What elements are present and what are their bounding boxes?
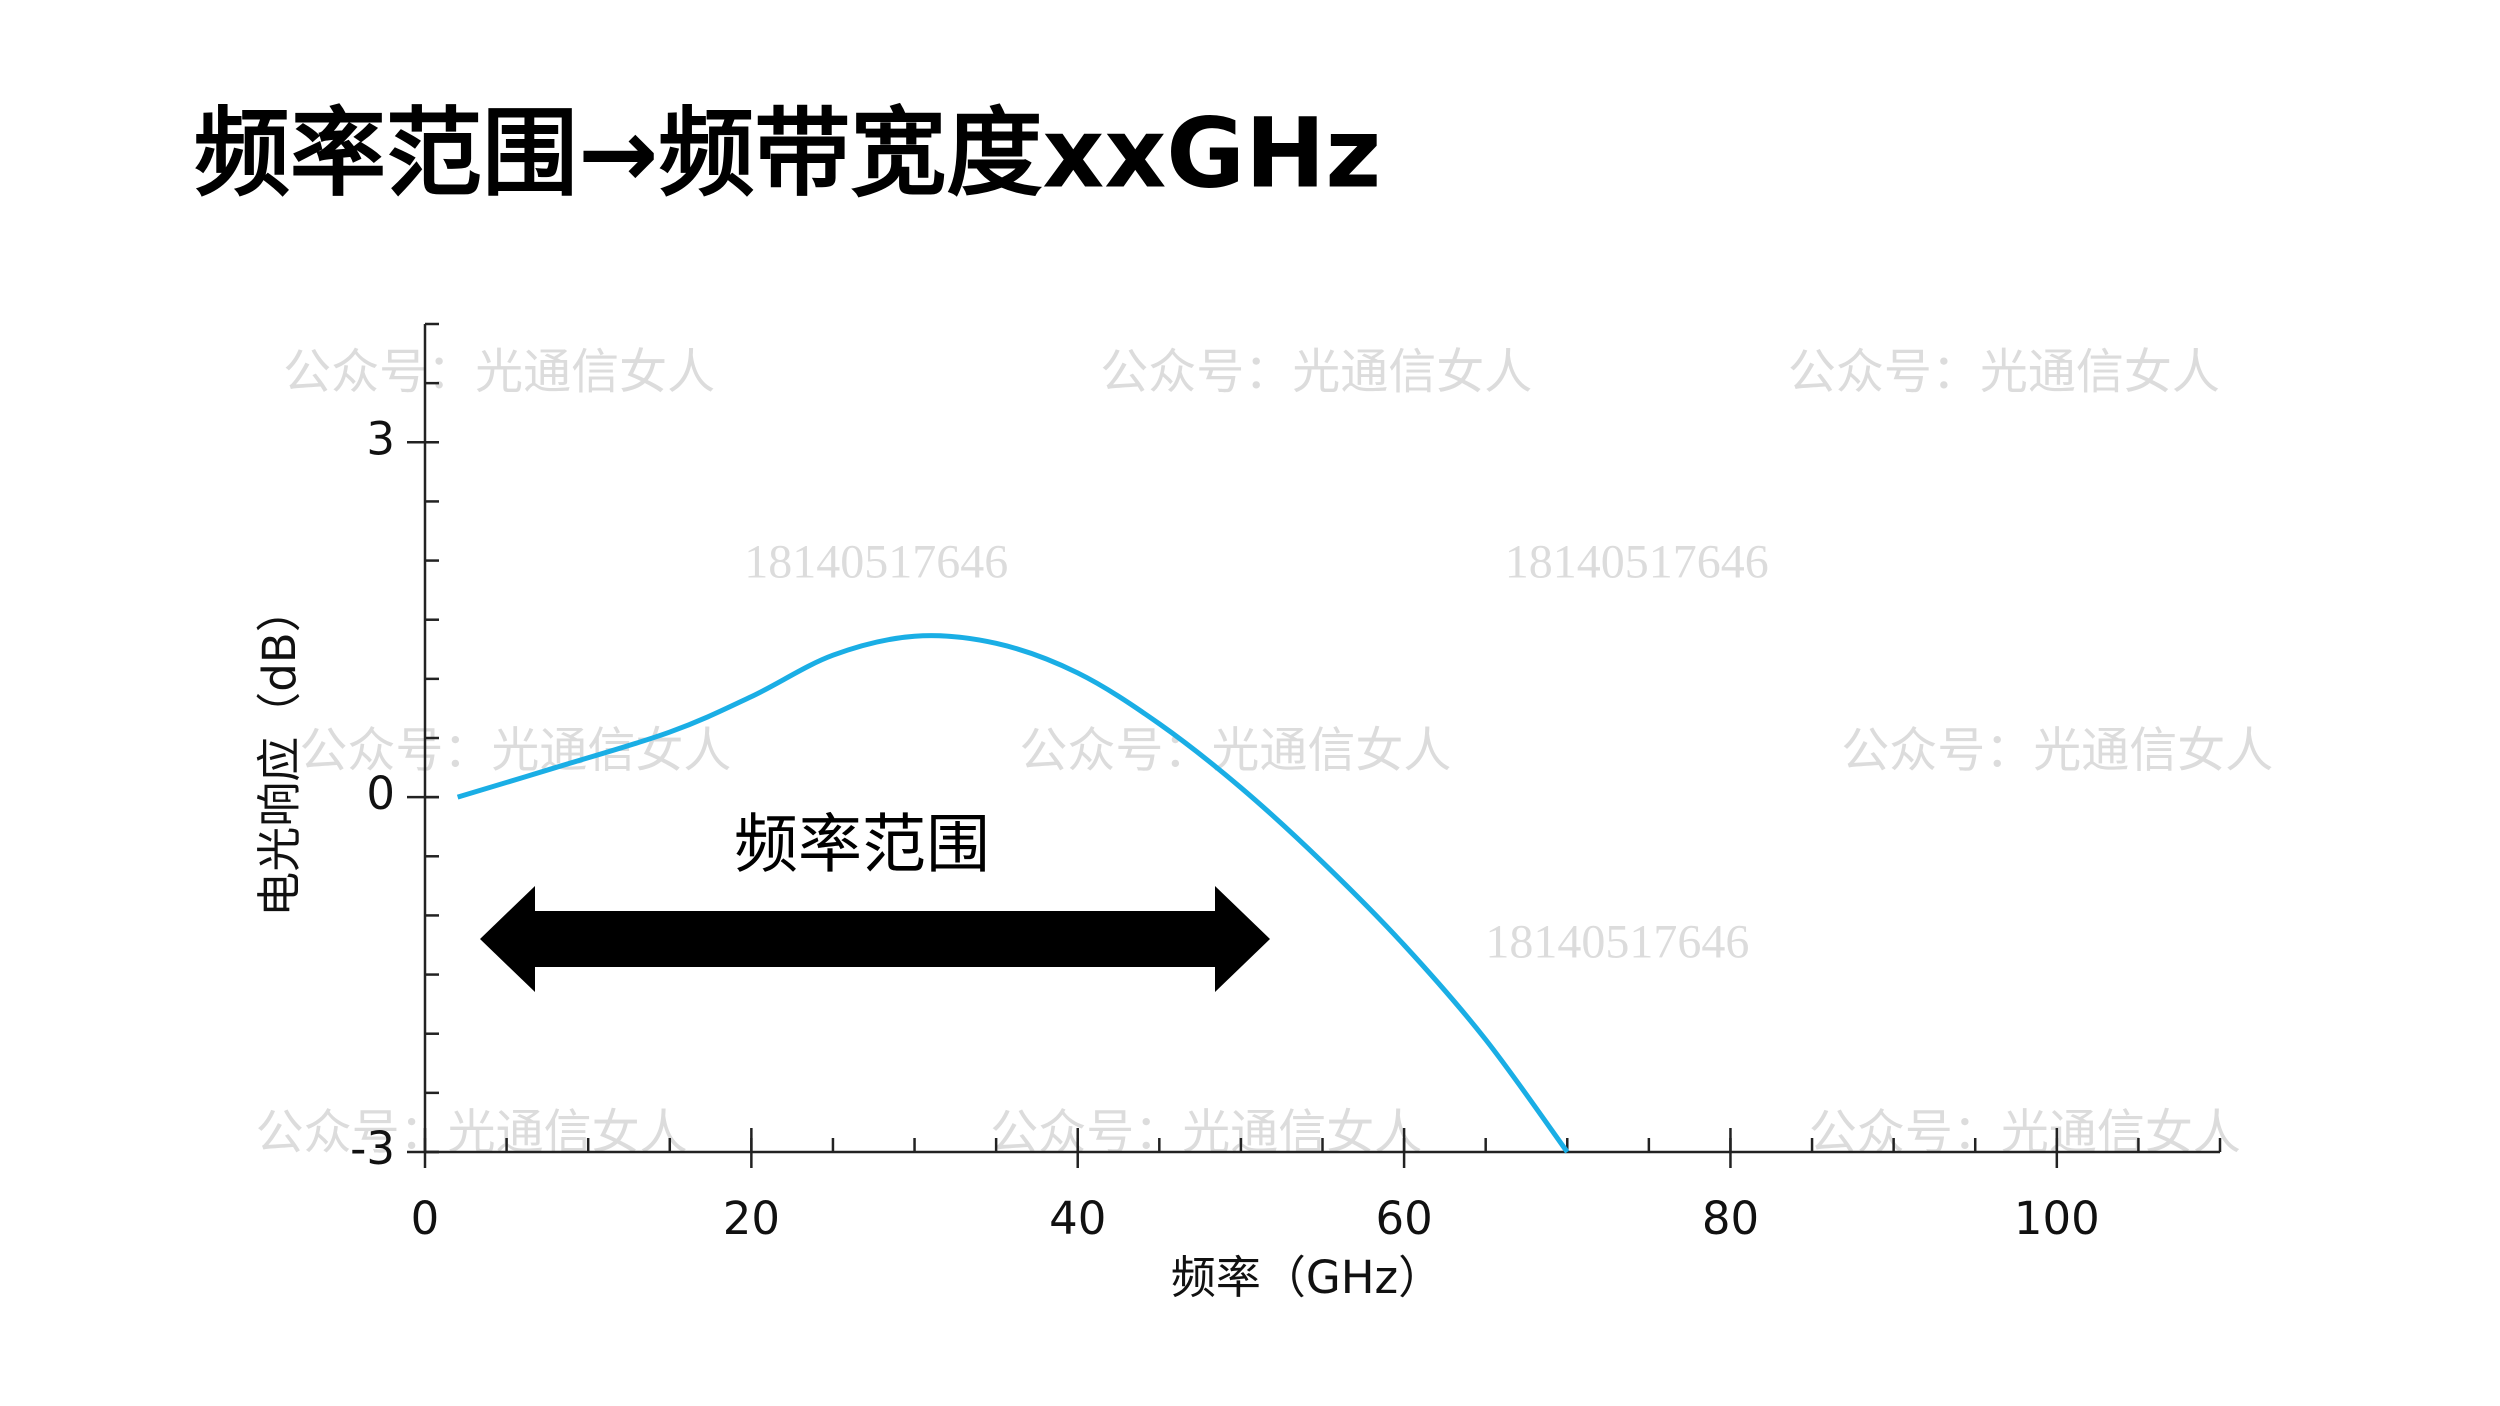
watermark: 18140517646 (1485, 916, 1749, 969)
watermark: 公众号：光通信女人 (990, 1106, 1422, 1159)
y-tick-label: 0 (366, 767, 395, 820)
watermark: 公众号：光通信女人 (1788, 346, 2220, 399)
watermark: 公众号：光通信女人 (283, 346, 715, 399)
watermark: 公众号：光通信女人 (256, 1106, 688, 1159)
x-axis-label: 频率（GHz） (1171, 1251, 1443, 1304)
y-tick-label: -3 (350, 1122, 395, 1175)
y-tick-label: 3 (366, 412, 395, 465)
range-arrow (480, 886, 1270, 992)
x-tick-label: 40 (1049, 1192, 1106, 1245)
x-tick-label: 20 (723, 1192, 780, 1245)
slide-title: 频率范围→频带宽度xxGHz (194, 97, 1381, 209)
x-tick-label: 60 (1375, 1192, 1432, 1245)
watermark: 18140517646 (1505, 535, 1769, 588)
y-axis-label: 电光响应（dB） (253, 587, 306, 916)
watermark: 公众号：光通信女人 (1019, 725, 1451, 778)
response-curve (456, 633, 1570, 1154)
watermark: 公众号：光通信女人 (1841, 725, 2273, 778)
watermark: 公众号：光通信女人 (1100, 346, 1532, 399)
x-tick-label: 100 (2014, 1192, 2100, 1245)
watermark: 公众号：光通信女人 (1809, 1106, 2241, 1159)
x-tick-label: 80 (1702, 1192, 1759, 1245)
x-tick-label: 0 (411, 1192, 440, 1245)
watermark: 18140517646 (744, 535, 1008, 588)
range-label: 频率范围 (734, 809, 990, 883)
